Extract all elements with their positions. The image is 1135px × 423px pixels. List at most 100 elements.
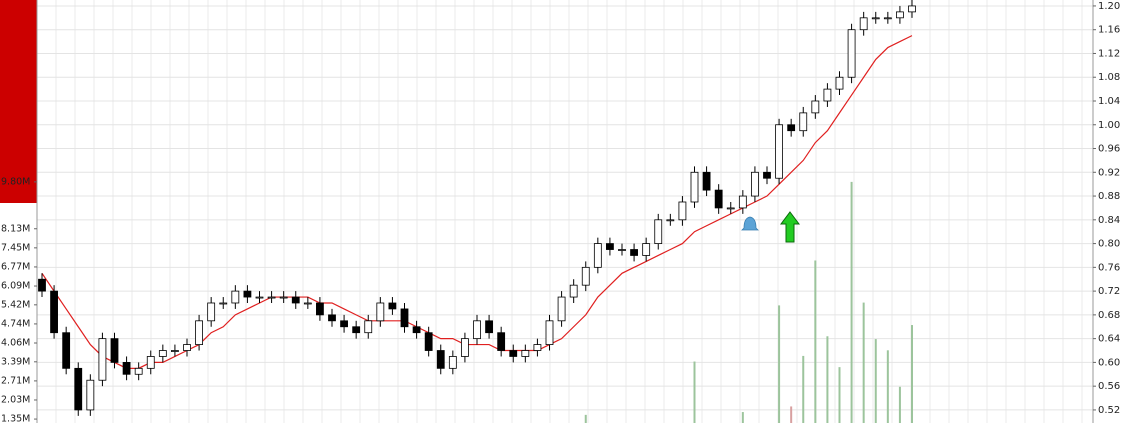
candle-body <box>110 338 119 363</box>
candle-body <box>448 356 457 369</box>
left-strip <box>0 0 37 203</box>
volume-tick-label: 4.06M <box>1 338 30 349</box>
candle-body <box>146 356 155 369</box>
candle-body <box>400 308 409 328</box>
candle-body <box>473 320 481 340</box>
candle-body <box>231 290 240 304</box>
candle-body <box>533 344 542 351</box>
candle-body <box>823 88 832 102</box>
y-tick-label: 0.84 <box>1098 215 1120 226</box>
candle-body <box>908 5 916 13</box>
y-tick-label: 0.52 <box>1098 405 1120 416</box>
candle-body <box>243 290 252 298</box>
y-tick-label: 1.04 <box>1098 96 1120 107</box>
volume-bar <box>838 367 841 423</box>
volume-tick-label: 6.77M <box>1 261 30 272</box>
candle-body <box>726 207 735 210</box>
y-tick-label: 0.88 <box>1098 191 1120 202</box>
candle-body <box>352 326 361 334</box>
candle-body <box>279 296 288 299</box>
candle-body <box>509 350 518 357</box>
candle-body <box>763 171 771 179</box>
volume-bar <box>862 302 865 423</box>
candle-body <box>485 320 493 334</box>
grid <box>37 0 1093 423</box>
candle-body <box>340 320 348 328</box>
volume-bar <box>802 355 805 423</box>
y-tick-label: 1.20 <box>1098 1 1120 12</box>
y-tick-label: 1.12 <box>1098 48 1120 59</box>
volume-tick-label: 1.35M <box>1 414 30 423</box>
candle-body <box>678 201 687 221</box>
candle-body <box>859 17 868 31</box>
candle-body <box>666 219 675 222</box>
candle-body <box>654 219 663 244</box>
candle-body <box>714 189 723 209</box>
candle-body <box>255 296 264 299</box>
volume-bar <box>790 406 793 423</box>
candle-body <box>134 367 143 375</box>
candle-body <box>50 290 58 334</box>
candle-body <box>775 124 783 179</box>
volume-tick-label: 2.71M <box>1 375 30 386</box>
candle-body <box>521 350 530 357</box>
candle-body <box>364 320 373 334</box>
candle-body <box>291 296 300 304</box>
candle-body <box>642 243 651 256</box>
candle-body <box>581 266 590 286</box>
candle-body <box>86 379 95 411</box>
volume-tick-label: 2.03M <box>1 394 30 405</box>
volume-tick-label: 3.39M <box>1 356 30 367</box>
candle-body <box>207 302 216 322</box>
candle-body <box>871 17 880 20</box>
candle-body <box>171 350 179 352</box>
volume-bar <box>584 414 587 423</box>
signal-icons <box>741 211 800 243</box>
candle-body <box>62 332 71 369</box>
candle-body <box>702 171 711 191</box>
volume-bar <box>826 336 829 423</box>
y-tick-label: 0.60 <box>1098 357 1120 368</box>
candle-body <box>545 320 554 345</box>
y-tick-label: 0.92 <box>1098 167 1120 178</box>
candle-body <box>557 296 566 322</box>
candle-body <box>328 314 336 322</box>
candle-body <box>618 249 626 251</box>
candle-body <box>497 332 506 351</box>
volume-tick-label: 9.80M <box>1 176 30 187</box>
volume-bar <box>886 350 889 423</box>
volume-tick-label: 6.09M <box>1 281 30 292</box>
right-axis-bg <box>1093 0 1135 423</box>
y-tick-label: 0.96 <box>1098 144 1120 155</box>
candle-body <box>811 100 820 114</box>
volume-bar <box>898 386 901 423</box>
volume-tick-label: 8.13M <box>1 223 30 234</box>
volume-bar <box>874 339 877 423</box>
volume-tick-label: 5.42M <box>1 299 30 310</box>
volume-bar <box>778 305 781 423</box>
y-tick-label: 1.08 <box>1098 72 1120 83</box>
y-tick-label: 0.68 <box>1098 310 1120 321</box>
candle-body <box>593 243 602 268</box>
volume-bar <box>911 325 913 423</box>
candle-body <box>98 338 107 381</box>
y-tick-label: 0.72 <box>1098 286 1120 297</box>
candle-body <box>316 302 324 316</box>
candle-body <box>883 17 892 20</box>
candle-body <box>74 367 83 411</box>
y-tick-label: 0.80 <box>1098 239 1120 250</box>
candle-body <box>835 76 844 90</box>
volume-layer <box>584 181 913 423</box>
candle-body <box>303 302 312 305</box>
candle-body <box>195 320 203 345</box>
candle-body <box>122 362 131 375</box>
candle-body <box>436 350 445 369</box>
candle-body <box>847 29 856 78</box>
volume-bar <box>850 181 853 423</box>
volume-bar <box>693 361 696 423</box>
candle-body <box>630 249 638 256</box>
y-tick-label: 1.16 <box>1098 25 1120 36</box>
candle-layer <box>38 0 916 416</box>
